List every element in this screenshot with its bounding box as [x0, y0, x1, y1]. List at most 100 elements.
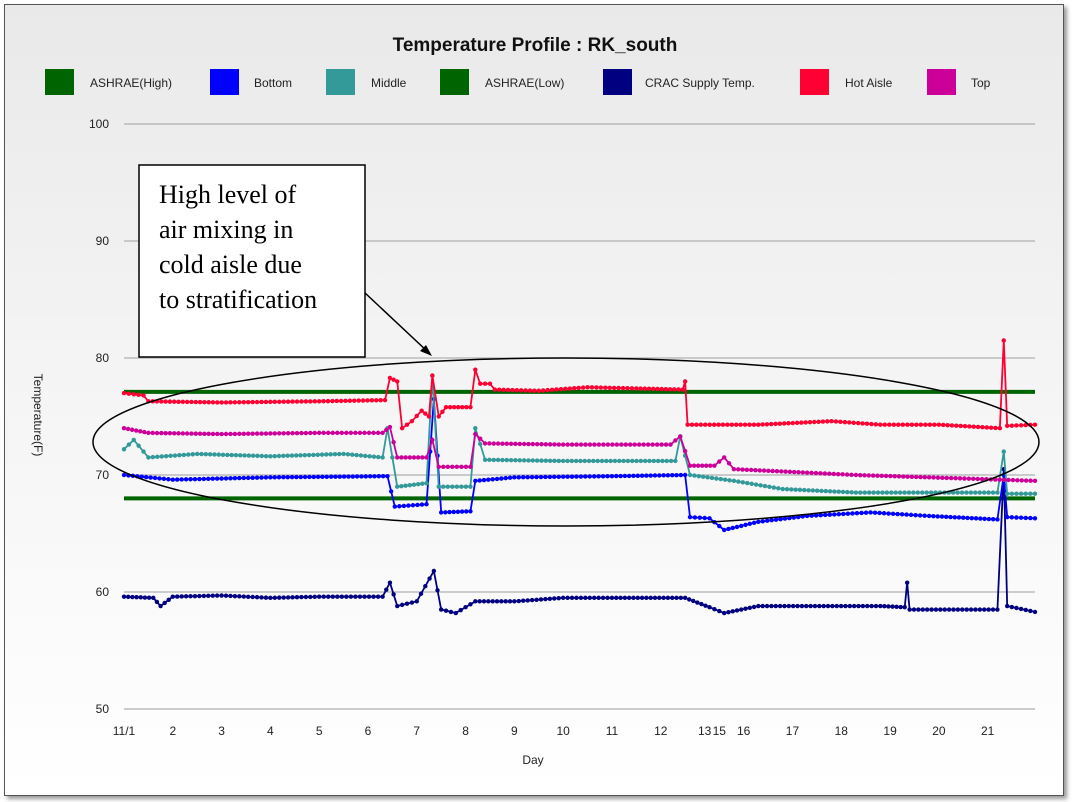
- data-point: [565, 458, 570, 464]
- data-point: [622, 473, 628, 479]
- data-point: [851, 420, 856, 425]
- data-point: [246, 399, 251, 405]
- data-point: [663, 386, 669, 392]
- data-point: [962, 476, 967, 481]
- data-point: [254, 431, 260, 436]
- data-point: [734, 608, 740, 613]
- data-point: [367, 474, 373, 479]
- data-point: [415, 481, 421, 487]
- data-point: [492, 387, 498, 392]
- data-point: [486, 599, 491, 604]
- data-point: [371, 430, 376, 436]
- data-point: [1032, 491, 1038, 496]
- data-point: [809, 470, 814, 476]
- data-point: [415, 502, 420, 508]
- data-point: [487, 457, 492, 463]
- data-point: [722, 477, 728, 482]
- data-point: [268, 475, 273, 480]
- data-point: [354, 452, 359, 458]
- data-point: [997, 477, 1002, 482]
- data-point: [598, 385, 604, 390]
- data-point: [526, 458, 531, 463]
- legend-label: Hot Aisle: [845, 76, 893, 90]
- data-point: [642, 386, 647, 391]
- data-point: [779, 469, 784, 474]
- data-point: [289, 453, 295, 458]
- annotation-line: air mixing in: [159, 215, 293, 244]
- data-point: [534, 474, 539, 480]
- data-point: [995, 490, 1000, 495]
- data-point: [617, 458, 622, 464]
- data-point: [971, 476, 976, 482]
- data-point: [395, 379, 400, 384]
- data-point: [859, 510, 864, 516]
- data-point: [730, 525, 735, 531]
- data-point: [202, 431, 207, 436]
- data-point: [1009, 423, 1015, 428]
- data-point: [948, 514, 953, 520]
- data-point: [682, 379, 688, 384]
- data-point: [592, 474, 597, 479]
- data-point: [751, 604, 757, 610]
- data-point: [459, 464, 464, 470]
- data-point: [391, 440, 396, 445]
- data-point: [468, 602, 473, 607]
- data-point: [931, 513, 936, 519]
- data-point: [348, 594, 354, 599]
- data-point: [842, 419, 848, 425]
- data-point: [1015, 478, 1020, 483]
- data-point: [599, 458, 605, 464]
- data-point: [219, 400, 224, 405]
- data-point: [595, 458, 600, 464]
- data-point: [441, 484, 446, 489]
- data-point: [583, 474, 588, 479]
- data-point: [829, 418, 834, 424]
- data-point: [344, 430, 349, 436]
- data-point: [629, 386, 635, 391]
- data-point: [237, 400, 242, 405]
- data-point: [886, 511, 891, 516]
- data-point: [1028, 491, 1033, 496]
- data-point: [838, 419, 843, 425]
- data-point: [574, 595, 579, 601]
- data-point: [926, 475, 932, 480]
- data-point: [674, 595, 679, 601]
- series-line: [123, 340, 1036, 430]
- legend-swatch: [210, 69, 239, 95]
- data-point: [777, 421, 783, 426]
- data-point: [232, 400, 238, 405]
- data-point: [777, 603, 783, 609]
- data-point: [586, 458, 592, 464]
- data-point: [655, 386, 660, 392]
- data-point: [834, 603, 839, 609]
- data-point: [655, 458, 661, 464]
- data-point: [639, 473, 645, 478]
- data-point: [188, 477, 193, 482]
- data-point: [316, 399, 322, 404]
- data-point: [1023, 422, 1028, 428]
- data-point: [887, 422, 892, 427]
- data-point: [505, 387, 511, 393]
- data-point: [951, 607, 956, 612]
- data-point: [482, 381, 488, 386]
- data-point: [172, 399, 177, 404]
- x-tick-label: 7: [413, 724, 420, 738]
- data-point: [904, 580, 910, 585]
- data-point: [608, 458, 613, 464]
- data-point: [769, 421, 774, 427]
- data-point: [500, 457, 505, 463]
- data-point: [339, 430, 345, 436]
- data-point: [922, 475, 928, 480]
- data-point: [1004, 514, 1010, 520]
- data-point: [731, 478, 737, 484]
- data-point: [565, 595, 570, 601]
- data-point: [384, 427, 389, 433]
- data-point: [986, 516, 992, 522]
- data-point: [560, 458, 566, 464]
- data-point: [621, 458, 626, 464]
- data-point: [536, 388, 541, 393]
- data-point: [978, 516, 983, 521]
- data-point: [793, 487, 798, 492]
- data-point: [956, 515, 962, 520]
- data-point: [276, 453, 282, 459]
